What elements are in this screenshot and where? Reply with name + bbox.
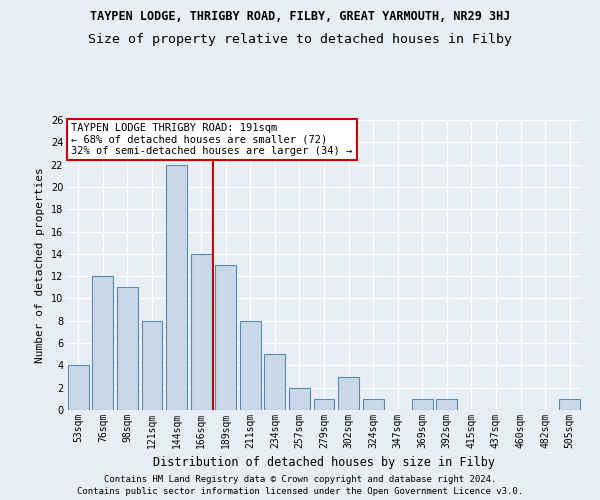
Bar	[289, 388, 310, 410]
Bar	[314, 399, 334, 410]
Bar	[68, 366, 89, 410]
Text: Contains public sector information licensed under the Open Government Licence v3: Contains public sector information licen…	[77, 487, 523, 496]
Bar	[265, 354, 286, 410]
Text: Size of property relative to detached houses in Filby: Size of property relative to detached ho…	[88, 32, 512, 46]
Bar	[338, 376, 359, 410]
Bar	[412, 399, 433, 410]
X-axis label: Distribution of detached houses by size in Filby: Distribution of detached houses by size …	[153, 456, 495, 469]
Text: TAYPEN LODGE, THRIGBY ROAD, FILBY, GREAT YARMOUTH, NR29 3HJ: TAYPEN LODGE, THRIGBY ROAD, FILBY, GREAT…	[90, 10, 510, 23]
Bar	[559, 399, 580, 410]
Bar	[142, 321, 163, 410]
Bar	[362, 399, 383, 410]
Bar	[215, 265, 236, 410]
Bar	[166, 164, 187, 410]
Bar	[436, 399, 457, 410]
Bar	[191, 254, 212, 410]
Bar	[240, 321, 261, 410]
Bar	[117, 288, 138, 410]
Text: Contains HM Land Registry data © Crown copyright and database right 2024.: Contains HM Land Registry data © Crown c…	[104, 475, 496, 484]
Y-axis label: Number of detached properties: Number of detached properties	[35, 167, 45, 363]
Text: TAYPEN LODGE THRIGBY ROAD: 191sqm
← 68% of detached houses are smaller (72)
32% : TAYPEN LODGE THRIGBY ROAD: 191sqm ← 68% …	[71, 123, 352, 156]
Bar	[92, 276, 113, 410]
